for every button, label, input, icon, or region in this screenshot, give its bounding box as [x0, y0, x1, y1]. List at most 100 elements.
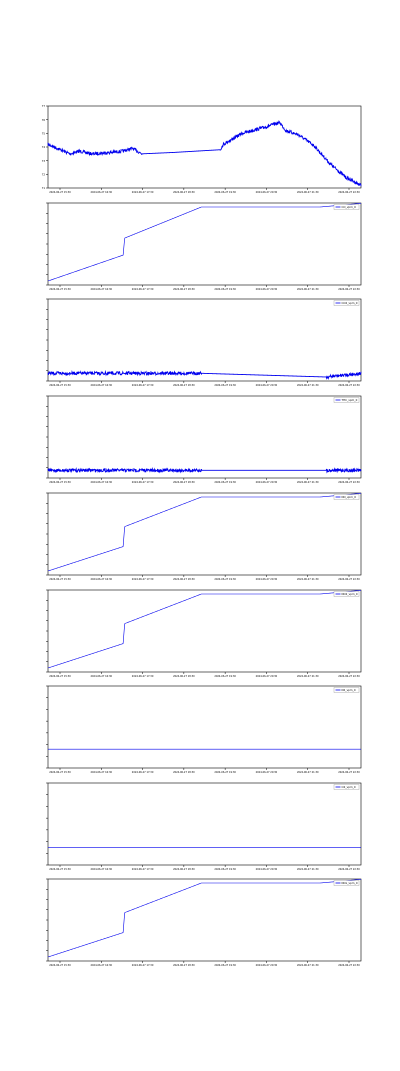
chart-panel-4: 2024-06-27 15:30 2024-06-27 16:30 2024-06-… — [46, 395, 362, 484]
series-line — [47, 120, 362, 187]
chart-panel-9: 2024-06-27 15:30 2024-06-27 16:30 2024-06-… — [46, 878, 362, 967]
legend-box — [333, 880, 360, 886]
y-tick-label: 74 — [42, 145, 46, 149]
x-tick-label: 2024-06-27 16:30 — [91, 481, 113, 484]
x-tick-label: 2024-06-27 16:30 — [91, 771, 113, 774]
x-tick-label: 2024-06-27 19:30 — [214, 771, 236, 774]
x-tick-label: 2024-06-27 21:30 — [297, 288, 319, 291]
legend-label: CO2_vpm_0 — [342, 301, 358, 305]
x-tick-label: 2024-06-27 21:30 — [297, 191, 319, 194]
x-tick-label: 2024-06-27 17:30 — [132, 191, 154, 194]
legend: NO_vpm_0 — [333, 494, 360, 500]
y-tick-label: 77 — [42, 104, 46, 108]
chart-panel-5: 2024-06-27 15:30 2024-06-27 16:30 2024-06-… — [46, 492, 362, 581]
chart-panel-6: 2024-06-27 15:30 2024-06-27 16:30 2024-06-… — [46, 589, 362, 678]
series-line — [47, 493, 362, 572]
x-tick-label: 2024-06-27 22:30 — [338, 578, 360, 581]
y-tick-label: 71 — [42, 186, 46, 190]
x-tick-label: 2024-06-27 22:30 — [338, 481, 360, 484]
series-line — [47, 466, 362, 474]
legend-label: NO2_vpm_0 — [342, 592, 358, 596]
x-tick-label: 2024-06-27 16:30 — [91, 578, 113, 581]
x-tick-label: 2024-06-27 21:30 — [297, 578, 319, 581]
chart-panel-3: 2024-06-27 15:30 2024-06-27 16:30 2024-06-… — [46, 298, 362, 387]
x-tick-label: 2024-06-27 15:30 — [49, 771, 71, 774]
plot-area-frame — [47, 202, 362, 286]
plot-area-frame — [47, 782, 362, 866]
x-tick-label: 2024-06-27 15:30 — [49, 288, 71, 291]
plot-area-frame — [47, 395, 362, 479]
x-tick-label: 2024-06-27 15:30 — [49, 868, 71, 871]
x-tick-label: 2024-06-27 21:30 — [297, 964, 319, 967]
x-tick-label: 2024-06-27 20:30 — [256, 964, 278, 967]
x-tick-label: 2024-06-27 22:30 — [338, 288, 360, 291]
x-tick-label: 2024-06-27 17:30 — [132, 384, 154, 387]
x-tick-label: 2024-06-27 19:30 — [214, 191, 236, 194]
series-line — [47, 369, 362, 380]
x-tick-label: 2024-06-27 20:30 — [256, 868, 278, 871]
x-tick-label: 2024-06-27 15:30 — [49, 481, 71, 484]
x-tick-label: 2024-06-27 18:30 — [173, 384, 195, 387]
legend-box — [333, 204, 360, 210]
legend: CO2_vpm_0 — [333, 300, 360, 306]
x-tick-label: 2024-06-27 20:30 — [256, 384, 278, 387]
x-tick-label: 2024-06-27 20:30 — [256, 191, 278, 194]
x-tick-label: 2024-06-27 22:30 — [338, 675, 360, 678]
x-tick-label: 2024-06-27 16:30 — [91, 288, 113, 291]
x-tick-label: 2024-06-27 16:30 — [91, 191, 113, 194]
legend: THC_vpm_0 — [333, 397, 360, 403]
chart-panel-8: 2024-06-27 15:30 2024-06-27 16:30 2024-06-… — [46, 782, 362, 871]
legend-label: CO_vpm_0 — [342, 205, 357, 209]
series-line — [47, 879, 362, 958]
legend-box — [333, 784, 360, 790]
x-tick-label: 2024-06-27 19:30 — [214, 288, 236, 291]
x-tick-label: 2024-06-27 18:30 — [173, 481, 195, 484]
legend-box — [333, 687, 360, 693]
plot-area-frame — [47, 878, 362, 962]
x-tick-label: 2024-06-27 15:30 — [49, 191, 71, 194]
legend: CO_vpm_0 — [333, 204, 360, 210]
x-tick-label: 2024-06-27 22:30 — [338, 191, 360, 194]
x-tick-label: 2024-06-27 17:30 — [132, 964, 154, 967]
x-tick-label: 2024-06-27 19:30 — [214, 384, 236, 387]
y-tick-label: 72 — [42, 173, 46, 177]
x-tick-label: 2024-06-27 15:30 — [49, 384, 71, 387]
x-tick-label: 2024-06-27 19:30 — [214, 964, 236, 967]
x-tick-label: 2024-06-27 15:30 — [49, 578, 71, 581]
x-tick-label: 2024-06-27 16:30 — [91, 964, 113, 967]
plot-area-frame — [47, 298, 362, 382]
series-line — [47, 590, 362, 669]
plot-area-frame — [47, 492, 362, 576]
x-tick-label: 2024-06-27 19:30 — [214, 578, 236, 581]
legend-label: NO_vpm_0 — [342, 495, 357, 499]
x-tick-label: 2024-06-27 17:30 — [132, 481, 154, 484]
plot-area-frame — [47, 685, 362, 769]
legend-box — [333, 494, 360, 500]
chart-panel-7: 2024-06-27 15:30 2024-06-27 16:30 2024-06-… — [46, 685, 362, 774]
chart-panel-2: 2024-06-27 15:30 2024-06-27 16:30 2024-06-… — [46, 202, 362, 291]
y-tick-label: 76 — [42, 118, 46, 122]
x-tick-label: 2024-06-27 20:30 — [256, 675, 278, 678]
x-tick-label: 2024-06-27 21:30 — [297, 384, 319, 387]
legend-box — [333, 591, 360, 597]
legend-label: THC_vpm_0 — [341, 398, 358, 402]
x-tick-label: 2024-06-27 21:30 — [297, 675, 319, 678]
x-tick-label: 2024-06-27 17:30 — [132, 771, 154, 774]
x-tick-label: 2024-06-27 22:30 — [338, 771, 360, 774]
legend: NO2_vpm_0 — [333, 591, 360, 597]
legend: N2_vpm_0 — [333, 687, 360, 693]
plot-area-frame — [47, 589, 362, 673]
x-tick-label: 2024-06-27 17:30 — [132, 578, 154, 581]
x-tick-label: 2024-06-27 19:30 — [214, 481, 236, 484]
x-tick-label: 2024-06-27 17:30 — [132, 288, 154, 291]
x-tick-label: 2024-06-27 20:30 — [256, 288, 278, 291]
x-tick-label: 2024-06-27 20:30 — [256, 771, 278, 774]
x-tick-label: 2024-06-27 15:30 — [49, 675, 71, 678]
x-tick-label: 2024-06-27 17:30 — [132, 675, 154, 678]
legend: O2_vpm_0 — [333, 784, 360, 790]
series-line — [47, 203, 362, 282]
legend-label: O2_vpm_0 — [342, 785, 356, 789]
x-tick-label: 2024-06-27 18:30 — [173, 964, 195, 967]
x-tick-label: 2024-06-27 15:30 — [49, 964, 71, 967]
